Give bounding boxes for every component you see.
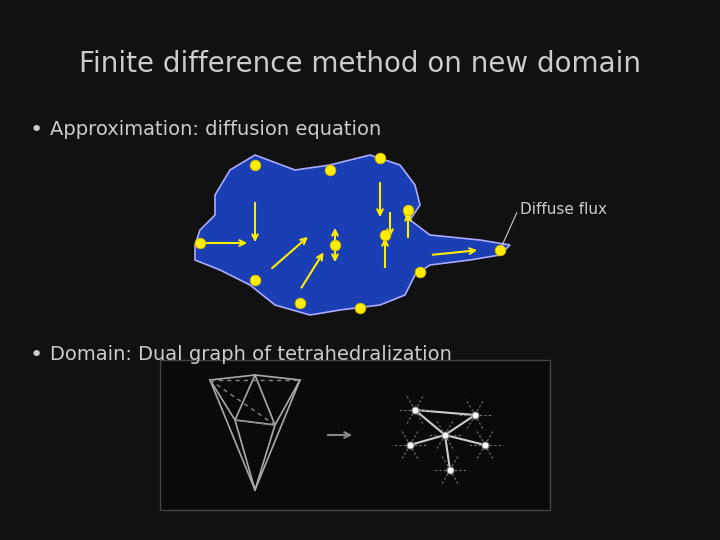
Point: [414, 268, 426, 276]
Point: [294, 299, 306, 307]
Point: [480, 441, 491, 449]
Point: [469, 411, 481, 420]
Point: [354, 303, 366, 312]
Point: [194, 239, 206, 247]
Point: [374, 154, 386, 163]
Point: [409, 406, 420, 414]
Polygon shape: [195, 155, 510, 315]
Point: [249, 276, 261, 285]
Text: •: •: [30, 120, 43, 140]
Point: [249, 161, 261, 170]
Point: [329, 241, 341, 249]
Point: [444, 465, 456, 474]
Text: •: •: [30, 345, 43, 365]
Point: [404, 441, 415, 449]
Text: Finite difference method on new domain: Finite difference method on new domain: [79, 50, 641, 78]
Text: Domain: Dual graph of tetrahedralization: Domain: Dual graph of tetrahedralization: [50, 345, 452, 364]
Text: Approximation: diffusion equation: Approximation: diffusion equation: [50, 120, 382, 139]
Point: [379, 231, 391, 239]
Point: [402, 206, 414, 214]
Bar: [160, 360, 550, 510]
Point: [494, 246, 505, 254]
Point: [324, 166, 336, 174]
Point: [439, 431, 451, 440]
Text: Diffuse flux: Diffuse flux: [520, 202, 607, 218]
